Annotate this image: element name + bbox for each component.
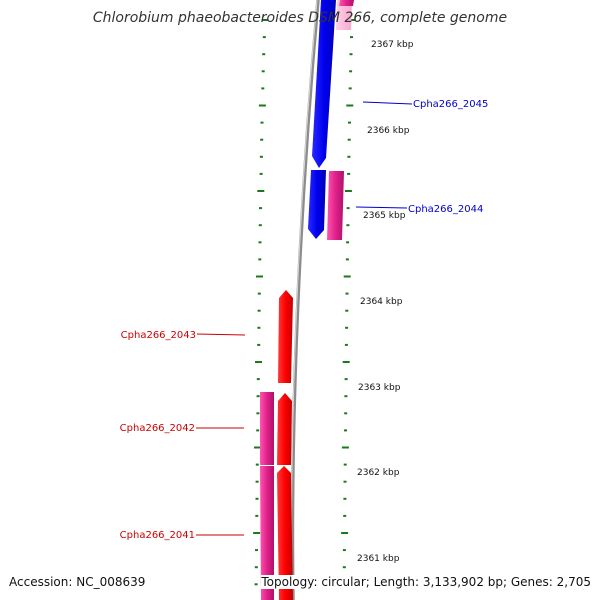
gene-arrow-cpha266-2044[interactable]: [308, 170, 326, 239]
feature-pink-top: [339, 0, 354, 6]
kbp-tick-label: 2367 kbp: [371, 40, 414, 50]
feature-pale-top: [336, 0, 352, 30]
gene-label-cpha266-2045[interactable]: Cpha266_2045: [413, 99, 488, 110]
feature-pink: [260, 466, 274, 600]
kbp-tick-label: 2361 kbp: [357, 554, 400, 564]
accession-text: Accession: NC_008639: [9, 575, 146, 589]
kbp-tick-label: 2363 kbp: [358, 383, 401, 393]
gene-label-cpha266-2042[interactable]: Cpha266_2042: [120, 423, 195, 434]
gene-arrow-cpha266-2043[interactable]: [278, 290, 293, 383]
inner-scale-ticks: [253, 19, 269, 586]
gene-arrow-cpha266-2041[interactable]: [277, 466, 293, 600]
feature-pink: [327, 171, 344, 240]
genome-summary-text: Topology: circular; Length: 3,133,902 bp…: [261, 575, 591, 589]
chromosome-backbone: [290, 0, 320, 600]
gene-label-cpha266-2044[interactable]: Cpha266_2044: [408, 204, 483, 215]
leader-line-cpha266-2043: [196, 333, 246, 336]
kbp-tick-label: 2364 kbp: [360, 297, 403, 307]
kbp-tick-label: 2366 kbp: [367, 126, 410, 136]
gene-label-cpha266-2041[interactable]: Cpha266_2041: [120, 530, 195, 541]
chromosome-backbone-highlight: [290, 0, 318, 600]
leader-line-cpha266-2044: [355, 206, 408, 209]
feature-pink: [260, 392, 274, 465]
gene-label-cpha266-2043[interactable]: Cpha266_2043: [121, 330, 196, 341]
gene-arrow-cpha266-2042[interactable]: [277, 393, 292, 465]
kbp-tick-label: 2362 kbp: [357, 468, 400, 478]
map-title: Chlorobium phaeobacteroides DSM 266, com…: [92, 10, 508, 26]
gene-arrow-cpha266-2045[interactable]: [312, 0, 336, 168]
kbp-tick-label: 2365 kbp: [363, 211, 406, 221]
leader-line-cpha266-2045: [362, 101, 413, 105]
outer-scale-ticks: [341, 19, 356, 586]
